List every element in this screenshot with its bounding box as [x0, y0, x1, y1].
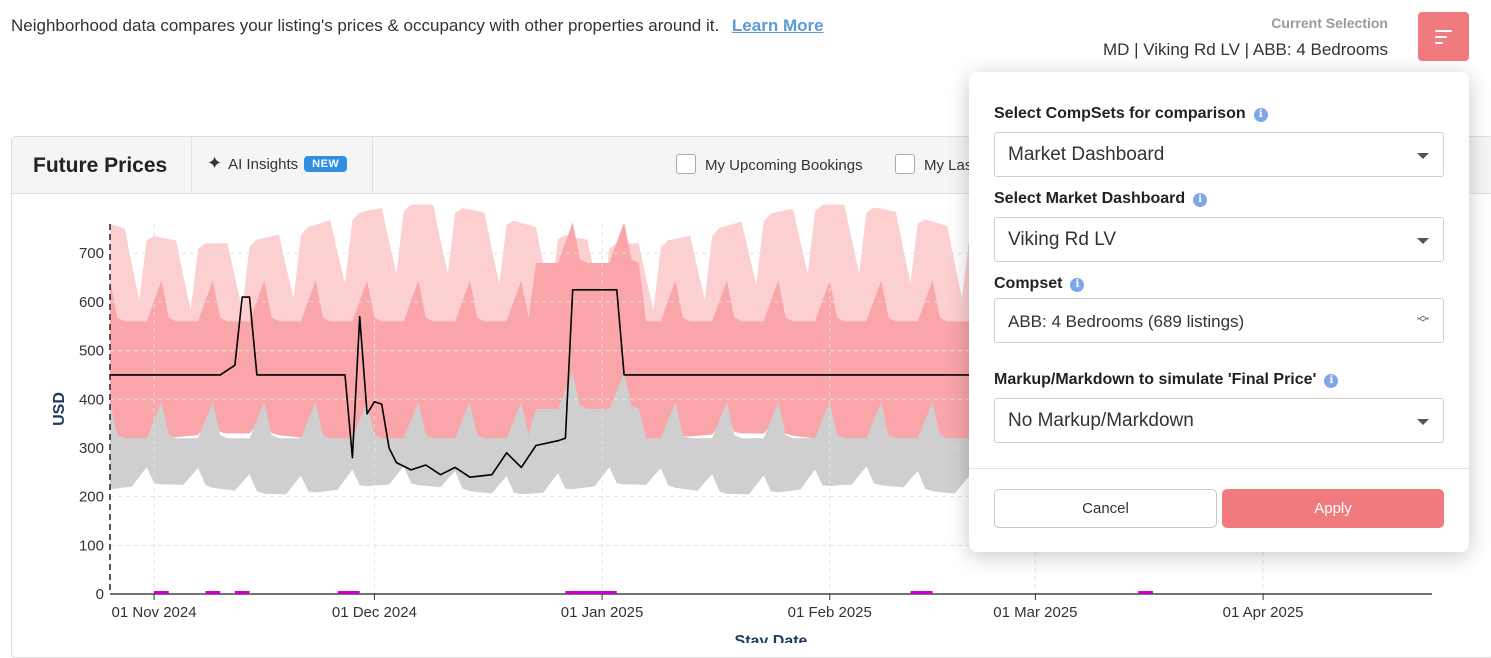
- compset-label: Compset i: [994, 275, 1085, 293]
- booking-mark: [234, 591, 250, 594]
- upcoming-bookings-label: My Upcoming Bookings: [705, 157, 863, 174]
- market-dashboard-select[interactable]: Viking Rd LV: [994, 217, 1444, 262]
- y-axis-label: USD: [51, 392, 68, 426]
- sparkle-icon: ✦: [207, 153, 223, 173]
- compset-value: ABB: 4 Bedrooms (689 listings): [1008, 312, 1245, 331]
- chevron-down-icon: [1417, 238, 1429, 244]
- y-tick-label: 300: [79, 440, 104, 457]
- apply-button[interactable]: Apply: [1222, 489, 1444, 528]
- filter-line: [1435, 36, 1447, 38]
- markup-value: No Markup/Markdown: [1008, 410, 1194, 431]
- ai-insights-button[interactable]: ✦ AI Insights NEW: [207, 153, 348, 174]
- info-icon[interactable]: i: [1193, 193, 1208, 207]
- y-tick-label: 700: [79, 245, 104, 262]
- booking-mark: [154, 591, 169, 594]
- intro-description: Neighborhood data compares your listing'…: [11, 16, 720, 35]
- updown-chevron-icon: ︿ ﹀: [1416, 308, 1429, 330]
- upcoming-bookings-checkbox[interactable]: [676, 154, 696, 174]
- ai-insights-label: AI Insights: [228, 156, 299, 173]
- current-selection-label: Current Selection: [1271, 15, 1388, 31]
- y-tick-label: 0: [96, 586, 104, 603]
- x-tick-label: 01 Jan 2025: [561, 604, 644, 621]
- compset-type-value: Market Dashboard: [1008, 144, 1165, 165]
- popup-divider: [969, 468, 1469, 469]
- markup-select[interactable]: No Markup/Markdown: [994, 398, 1444, 443]
- markup-label: Markup/Markdown to simulate 'Final Price…: [994, 371, 1339, 389]
- last-bookings-checkbox[interactable]: [895, 154, 915, 174]
- compset-type-select[interactable]: Market Dashboard: [994, 132, 1444, 177]
- x-tick-label: 01 Nov 2024: [112, 604, 197, 621]
- compset-select-label: Select CompSets for comparison i: [994, 105, 1268, 123]
- compset-settings-popup: Select CompSets for comparison i Market D…: [969, 72, 1469, 552]
- filter-menu-button[interactable]: [1418, 12, 1469, 61]
- x-tick-label: 01 Mar 2025: [993, 604, 1077, 621]
- y-tick-label: 100: [79, 537, 104, 554]
- compset-select[interactable]: ABB: 4 Bedrooms (689 listings) ︿ ﹀: [994, 298, 1444, 343]
- new-badge: NEW: [304, 156, 348, 172]
- booking-mark: [1138, 591, 1153, 594]
- current-selection-value: MD | Viking Rd LV | ABB: 4 Bedrooms: [1102, 40, 1388, 59]
- filter-line: [1435, 30, 1452, 32]
- header-divider: [372, 137, 373, 193]
- price-series-line: [110, 289, 1029, 478]
- learn-more-link[interactable]: Learn More: [731, 16, 824, 35]
- cancel-button[interactable]: Cancel: [994, 489, 1217, 528]
- booking-mark: [565, 591, 617, 594]
- y-tick-label: 500: [79, 343, 104, 360]
- info-icon[interactable]: i: [1070, 278, 1085, 292]
- booking-mark: [910, 591, 933, 594]
- y-tick-label: 400: [79, 391, 104, 408]
- x-axis-label: Stay Date: [735, 633, 808, 643]
- booking-mark: [205, 591, 221, 594]
- x-tick-label: 01 Dec 2024: [332, 604, 417, 621]
- chevron-down-icon: [1417, 419, 1429, 425]
- chevron-down-icon: [1417, 153, 1429, 159]
- x-tick-label: 01 Feb 2025: [788, 604, 872, 621]
- card-title: Future Prices: [33, 154, 168, 177]
- filter-line: [1435, 42, 1443, 44]
- info-icon[interactable]: i: [1324, 374, 1339, 388]
- intro-text: Neighborhood data compares your listing'…: [11, 16, 824, 36]
- last-bookings-label: My Las: [924, 157, 973, 174]
- dashboard-select-label: Select Market Dashboard i: [994, 190, 1208, 208]
- booking-mark: [337, 591, 360, 594]
- info-icon[interactable]: i: [1253, 108, 1268, 122]
- header-divider: [191, 137, 192, 193]
- x-tick-label: 01 Apr 2025: [1223, 604, 1304, 621]
- market-dashboard-value: Viking Rd LV: [1008, 229, 1117, 250]
- y-tick-label: 200: [79, 489, 104, 506]
- y-tick-label: 600: [79, 294, 104, 311]
